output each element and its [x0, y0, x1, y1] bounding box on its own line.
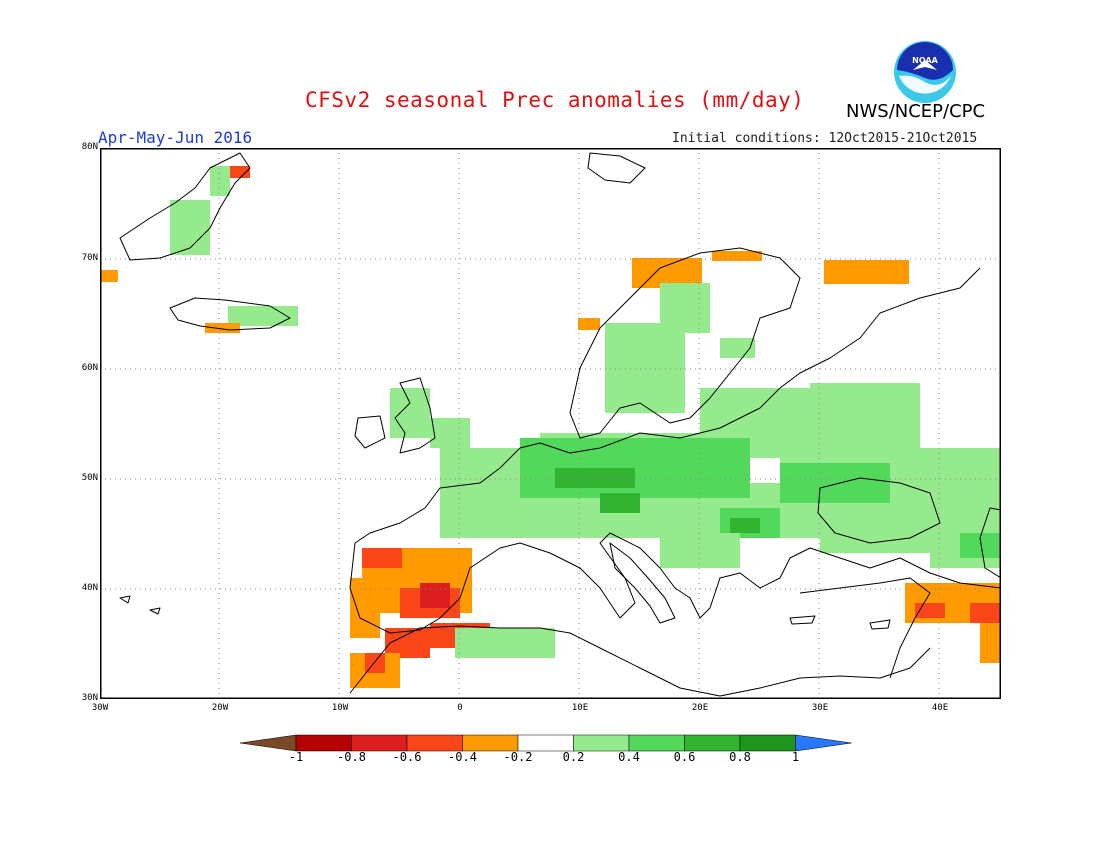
- lon-label-30w: 30W: [91, 703, 109, 713]
- lon-label-10e: 10E: [571, 703, 589, 713]
- colorbar-bin-3: [406, 734, 463, 752]
- lon-label-30e: 30E: [811, 703, 829, 713]
- colorbar-tick-label: -0.4: [448, 750, 477, 764]
- colorbar-bin-7: [628, 734, 685, 752]
- colorbar-bin-6: [573, 734, 630, 752]
- forecast-period: Apr-May-Jun 2016: [98, 128, 253, 147]
- colorbar-tick-label: 0.8: [729, 750, 751, 764]
- colorbar-tick-label: 0.4: [618, 750, 640, 764]
- lon-label-40e: 40E: [931, 703, 949, 713]
- noaa-logo: NOAA: [894, 41, 956, 103]
- colorbar-bin-2: [351, 734, 408, 752]
- colorbar-bin-1: [295, 734, 352, 752]
- colorbar-bin-5: [517, 734, 574, 752]
- lat-label-40n: 40N: [81, 583, 98, 593]
- lat-label-70n: 70N: [81, 253, 98, 263]
- lon-label-10w: 10W: [331, 703, 349, 713]
- initial-conditions: Initial conditions: 12Oct2015-21Oct2015: [672, 131, 978, 146]
- lon-label-20w: 20W: [211, 703, 229, 713]
- colorbar-tick-label: -0.2: [503, 750, 533, 764]
- map-title: CFSv2 seasonal Prec anomalies (mm/day): [305, 88, 805, 112]
- colorbar-tick-label: 1: [791, 750, 800, 764]
- colorbar-tick-label: 0.2: [562, 750, 585, 764]
- lat-label-50n: 50N: [81, 473, 98, 483]
- map-frame: [100, 148, 1001, 699]
- noaa-logo-text: NOAA: [912, 56, 938, 65]
- colorbar-tick-label: -0.8: [337, 750, 366, 764]
- colorbar-tick-label: 0.6: [673, 750, 696, 764]
- coastlines: [119, 152, 1001, 697]
- colorbar-tick-label: -0.6: [392, 750, 422, 764]
- anomaly-field: [100, 166, 1001, 688]
- colorbar-bin-4: [462, 734, 519, 752]
- colorbar-low-extension: [240, 734, 297, 752]
- lat-lon-grid: [100, 148, 1001, 699]
- lat-label-80n: 80N: [81, 142, 98, 152]
- lat-label-60n: 60N: [81, 363, 98, 373]
- lon-label-0: 0: [457, 703, 463, 713]
- colorbar-tick-label: -1: [288, 750, 304, 764]
- lat-label-30n: 30N: [81, 693, 98, 703]
- colorbar-bin-9: [739, 734, 796, 752]
- colorbar-high-extension: [795, 734, 852, 752]
- precipitation-anomaly-map: [100, 148, 1001, 699]
- lon-label-20e: 20E: [691, 703, 709, 713]
- agency-label: NWS/NCEP/CPC: [846, 101, 986, 122]
- colorbar-bin-8: [684, 734, 741, 752]
- color-scale-bar: [240, 734, 852, 752]
